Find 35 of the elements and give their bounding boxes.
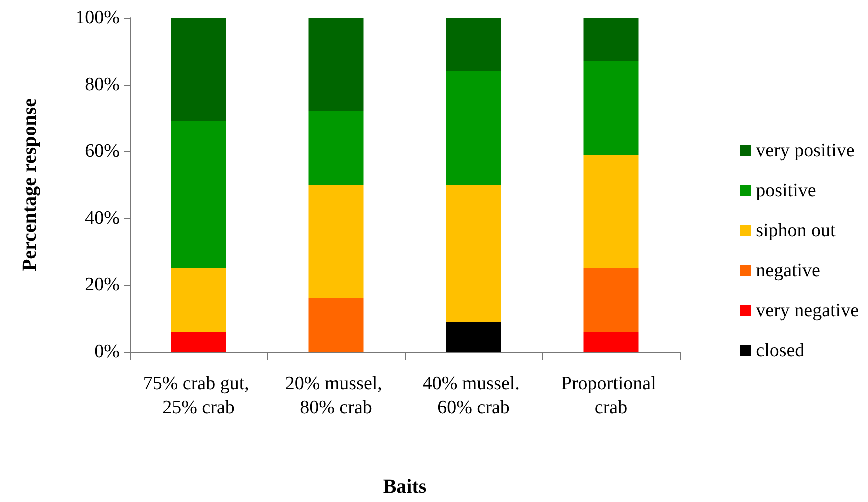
bar — [446, 185, 502, 322]
bar — [584, 61, 639, 155]
legend-label: siphon out — [756, 220, 837, 242]
y-tick-label: 80% — [85, 74, 120, 96]
bar — [584, 154, 639, 268]
legend-label: very positive — [756, 140, 855, 162]
y-tick-label: 0% — [94, 342, 120, 362]
legend-label: closed — [756, 340, 806, 362]
bar — [308, 112, 364, 185]
y-tick-label: 100% — [76, 8, 120, 28]
x-axis-title: Baits — [383, 476, 427, 498]
legend-label: negative — [756, 260, 820, 282]
y-axis-title: Percentage response — [19, 98, 41, 272]
y-tick-label: 40% — [85, 208, 120, 229]
bar — [584, 332, 639, 352]
x-tick-label: 40% mussel. 60% crab — [422, 374, 525, 418]
legend-label: very negative — [756, 300, 860, 322]
bar — [308, 298, 364, 352]
x-tick-label: Proportional crab — [561, 374, 662, 418]
bar — [446, 18, 502, 72]
x-tick-label: 75% crab gut, 25% crab — [143, 374, 254, 418]
bar — [171, 122, 226, 268]
y-tick-label: 60% — [85, 141, 120, 162]
y-tick-label: 20% — [85, 274, 120, 296]
bar — [446, 322, 502, 352]
bar — [308, 185, 364, 299]
bar — [584, 268, 639, 332]
bar — [584, 18, 639, 62]
x-tick-label: 20% mussel, 80% crab — [285, 374, 388, 418]
bar — [446, 71, 502, 185]
bar — [171, 268, 226, 332]
bar — [171, 18, 226, 122]
bar — [308, 18, 364, 112]
bar — [171, 332, 226, 352]
legend-label: positive — [756, 180, 816, 202]
